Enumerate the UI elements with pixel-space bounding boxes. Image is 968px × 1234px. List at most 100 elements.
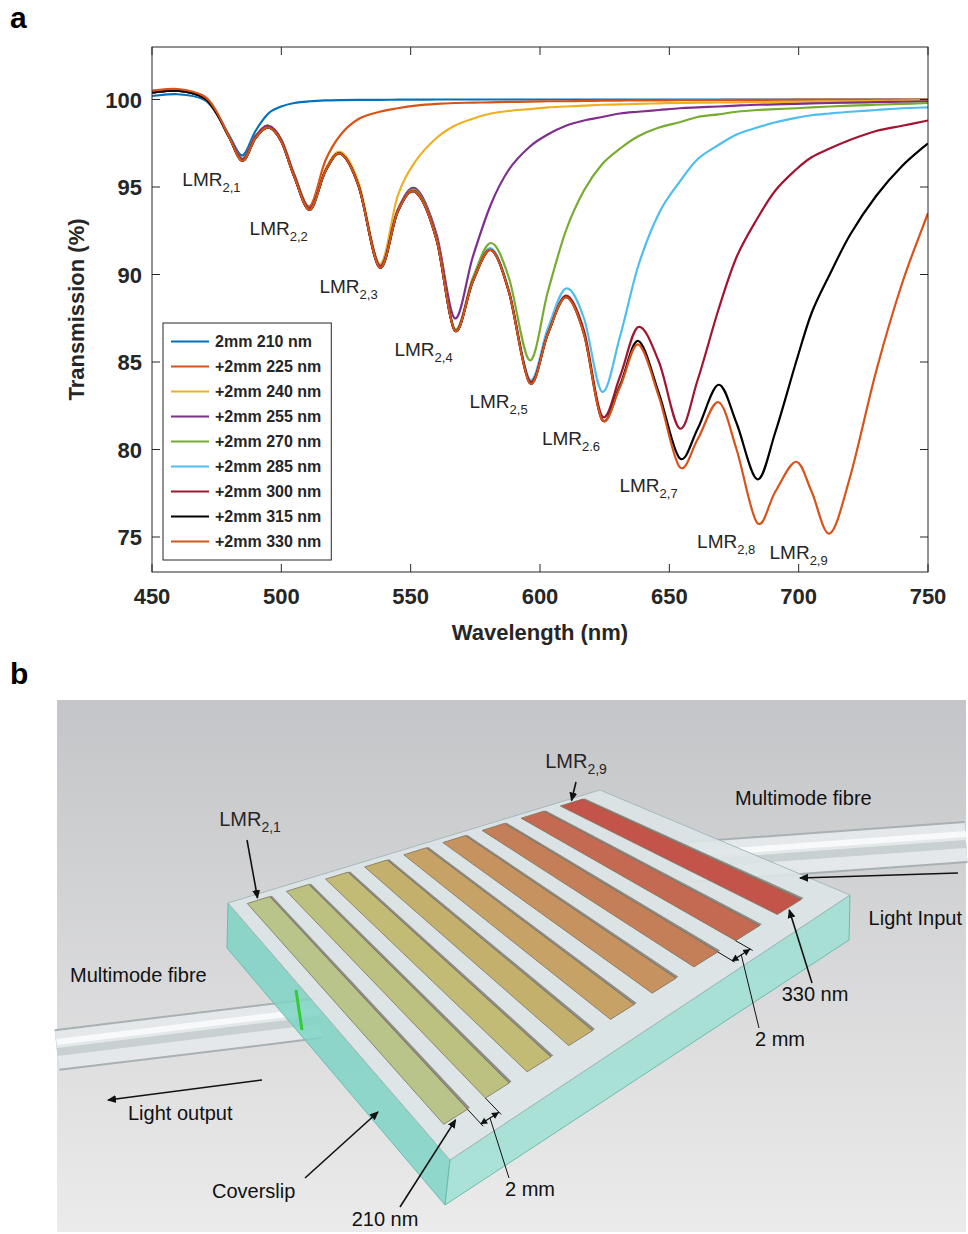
dip-label-main: LMR	[394, 339, 434, 360]
y-tick-right	[920, 449, 928, 450]
lmr-last-label-main: LMR	[545, 750, 587, 772]
thickness-first-arrow	[400, 1120, 456, 1207]
thickness-last-arrow	[789, 910, 812, 983]
dip-label-main: LMR	[542, 428, 582, 449]
x-tick-label: 500	[263, 584, 300, 609]
series-line	[152, 91, 928, 319]
dip-label: LMR2,1	[182, 169, 240, 195]
lmr-last-label-sub: 2,9	[587, 761, 607, 777]
dip-label-sub: 2,3	[360, 287, 378, 302]
y-tick	[152, 449, 160, 450]
coverslip-label: Coverslip	[212, 1180, 295, 1202]
dip-label: LMR2.6	[542, 428, 600, 454]
dimension-extension	[468, 1109, 484, 1126]
legend-box	[163, 323, 331, 560]
series-lines	[152, 89, 928, 534]
dip-label-main: LMR	[469, 391, 509, 412]
dip-label: LMR2,7	[619, 475, 677, 501]
fibre-left-label: Multimode fibre	[70, 964, 207, 986]
legend-label: +2mm 330 nm	[215, 533, 321, 550]
x-tick	[928, 564, 929, 572]
strip-shadow	[426, 847, 637, 1004]
dip-label: LMR2,3	[319, 276, 377, 302]
series-line	[152, 91, 928, 392]
dip-label-main: LMR	[770, 542, 810, 563]
dip-label-main: LMR	[619, 475, 659, 496]
x-tick-top	[928, 47, 929, 55]
coverslip-arrow	[305, 1112, 378, 1178]
lmr-first-label: LMR2,1	[219, 808, 281, 835]
x-tick	[410, 564, 411, 572]
dip-label: LMR2,9	[770, 542, 828, 568]
dip-label: LMR2,5	[469, 391, 527, 417]
panel-letter: a	[10, 1, 27, 34]
legend-swatch	[171, 440, 209, 442]
dip-label-main: LMR	[182, 169, 222, 190]
light-output-arrow	[108, 1080, 262, 1100]
y-tick-label: 80	[118, 438, 142, 463]
light-output-label: Light output	[128, 1102, 233, 1124]
x-tick-top	[669, 47, 670, 55]
dip-label: LMR2,2	[250, 218, 308, 244]
legend-label: +2mm 270 nm	[215, 433, 321, 450]
dip-label-sub: 2,5	[510, 402, 528, 417]
y-tick	[152, 537, 160, 538]
series-line	[152, 89, 928, 534]
x-tick	[281, 564, 282, 572]
strip-shadow	[583, 798, 804, 899]
dip-label-sub: 2,4	[435, 350, 453, 365]
lmr-first-label-main: LMR	[219, 808, 261, 830]
y-tick-right	[920, 274, 928, 275]
x-tick-top	[410, 47, 411, 55]
y-tick-label: 95	[118, 175, 142, 200]
dip-label-main: LMR	[697, 531, 737, 552]
light-spot	[296, 990, 302, 1030]
legend-label: +2mm 300 nm	[215, 483, 321, 500]
thickness-first-label: 210 nm	[352, 1208, 419, 1230]
spacing-label: 2 mm	[755, 1028, 805, 1050]
legend-swatch	[171, 515, 209, 517]
dimension-leader	[490, 1118, 509, 1178]
legend: 2mm 210 nm+2mm 225 nm+2mm 240 nm+2mm 255…	[163, 323, 331, 560]
figure: a4505005506006507007507580859095100Wavel…	[0, 0, 968, 1234]
lmr-last-arrow	[571, 782, 576, 801]
fibre-core	[57, 1020, 320, 1052]
y-tick-label: 100	[105, 88, 142, 113]
legend-label: +2mm 285 nm	[215, 458, 321, 475]
panel-letter: b	[10, 657, 28, 690]
thickness-last-label: 330 nm	[782, 983, 849, 1005]
plot-frame	[152, 47, 928, 572]
dimension-leader	[741, 955, 759, 1028]
x-tick-label: 600	[522, 584, 559, 609]
legend-swatch	[171, 340, 209, 342]
legend-swatch	[171, 415, 209, 417]
panel-a: a4505005506006507007507580859095100Wavel…	[10, 1, 946, 645]
x-tick-label: 450	[134, 584, 171, 609]
dip-label-sub: 2,8	[737, 542, 755, 557]
light-input-arrow	[800, 873, 958, 878]
y-tick-label: 75	[118, 525, 142, 550]
fibre-right-label: Multimode fibre	[735, 787, 872, 809]
y-tick	[152, 362, 160, 363]
x-tick-top	[540, 47, 541, 55]
legend-label: +2mm 255 nm	[215, 408, 321, 425]
y-tick	[152, 99, 160, 100]
y-tick-right	[920, 362, 928, 363]
x-tick	[152, 564, 153, 572]
x-tick	[669, 564, 670, 572]
metal-strip	[560, 799, 801, 914]
y-tick-right	[920, 187, 928, 188]
render-background	[57, 700, 966, 1232]
coverslip-top	[228, 790, 850, 1160]
lmr-last-label: LMR2,9	[545, 750, 607, 777]
x-tick	[540, 564, 541, 572]
x-axis-title: Wavelength (nm)	[452, 620, 628, 645]
dip-label-main: LMR	[319, 276, 359, 297]
plot-background	[152, 47, 928, 572]
dip-label: LMR2,8	[697, 531, 755, 557]
y-tick-label: 85	[118, 350, 142, 375]
dip-label-sub: 2,9	[810, 553, 828, 568]
lmr-first-arrow	[247, 840, 258, 898]
x-tick-label: 650	[651, 584, 688, 609]
legend-label: 2mm 210 nm	[215, 333, 312, 350]
